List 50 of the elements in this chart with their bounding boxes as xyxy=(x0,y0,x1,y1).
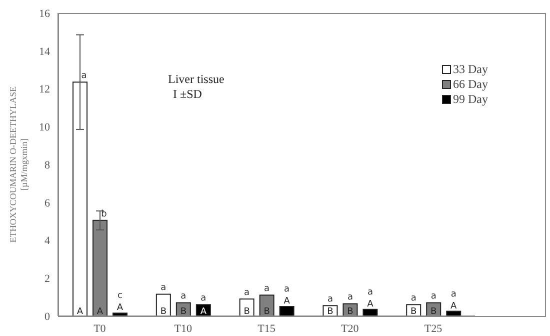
annotation: A xyxy=(450,301,458,312)
annotation: A xyxy=(116,303,124,314)
data-label: a xyxy=(284,284,290,295)
y-tick-label: 14 xyxy=(39,46,50,58)
legend-label: 33 Day xyxy=(452,62,489,77)
data-label: a xyxy=(347,292,353,303)
annotation: B xyxy=(347,307,354,317)
x-tick-label: T15 xyxy=(258,322,276,335)
data-label: b xyxy=(101,209,108,220)
legend-label: 66 Day xyxy=(452,77,489,92)
data-label: a xyxy=(367,287,373,298)
y-axis-title: ETHOXYCOUMARIN O-DEETHYLASE [µM/mgxmin] xyxy=(8,86,29,243)
y-tick-label: 4 xyxy=(44,235,50,248)
x-tick-label: T25 xyxy=(424,322,443,335)
x-tick-label: T0 xyxy=(94,322,106,335)
annotation: A xyxy=(367,299,374,310)
data-label: a xyxy=(264,284,270,294)
annotation: B xyxy=(244,307,250,317)
annotation: B xyxy=(160,307,167,317)
data-label: a xyxy=(244,288,250,298)
annotation: B xyxy=(410,307,417,317)
y-tick-label: 10 xyxy=(39,122,50,134)
annotation: I ±SD xyxy=(173,87,202,102)
annotation: Liver tissue xyxy=(168,72,224,87)
annotation: A xyxy=(284,296,291,307)
data-label: a xyxy=(81,71,87,82)
data-label: a xyxy=(450,289,456,300)
data-label: a xyxy=(430,292,436,302)
annotation: B xyxy=(180,307,187,317)
annotation: B xyxy=(430,307,437,317)
annotation: A xyxy=(96,307,104,317)
y-tick-label: 12 xyxy=(39,84,50,96)
data-label: a xyxy=(160,283,166,294)
x-tick-label: T10 xyxy=(174,322,192,335)
y-tick-label: 16 xyxy=(39,8,50,20)
x-tick-label: T20 xyxy=(341,322,360,335)
data-label: a xyxy=(410,294,416,304)
y-tick-label: 6 xyxy=(44,197,50,210)
data-label: c xyxy=(118,291,123,302)
data-label: a xyxy=(327,294,333,305)
y-tick-label: 0 xyxy=(44,310,50,323)
annotation: A xyxy=(76,307,84,317)
y-tick-label: 2 xyxy=(44,273,50,286)
annotation: B xyxy=(327,307,334,317)
y-tick-label: 8 xyxy=(44,159,50,172)
annotation: A xyxy=(200,307,208,317)
legend-label: 99 Day xyxy=(452,92,489,107)
annotation: B xyxy=(264,307,270,317)
data-label: a xyxy=(180,292,186,302)
data-label: a xyxy=(200,294,206,304)
